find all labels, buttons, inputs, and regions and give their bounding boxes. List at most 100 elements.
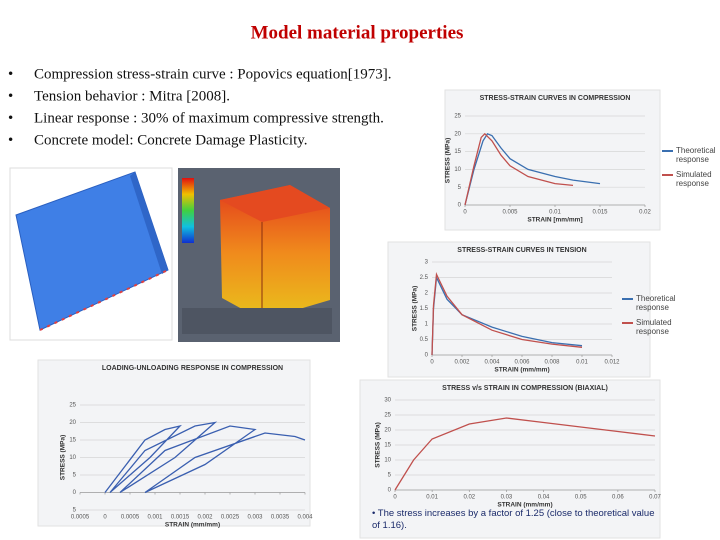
fe-contour-image [178, 168, 340, 342]
x-tick-label: 0.02 [639, 210, 651, 216]
chart: STRESS v/s STRAIN IN COMPRESSION (BIAXIA… [359, 379, 661, 539]
y-tick-label: 1.5 [420, 306, 429, 312]
x-tick-label: 0.0025 [221, 515, 240, 521]
chart-title: STRESS-STRAIN CURVES IN TENSION [457, 247, 586, 254]
y-axis-label: STRESS (MPa) [412, 286, 419, 332]
y-tick-label: 2.5 [420, 275, 429, 281]
x-tick-label: 0.008 [544, 360, 560, 366]
legend-swatch [622, 322, 633, 324]
series-line [394, 417, 656, 491]
x-tick-label: 0.001 [147, 515, 163, 521]
x-tick-label: 0.01 [576, 360, 588, 366]
fe-mesh-image [9, 167, 173, 341]
x-axis-label: STRAIN (mm/mm) [497, 502, 552, 509]
x-tick-label: 0.005 [502, 210, 518, 216]
bullet: • [8, 110, 13, 126]
x-tick-label: 0.03 [501, 495, 513, 501]
y-tick-label: 5 [73, 473, 77, 479]
legend-item: Simulated response [622, 318, 678, 336]
x-tick-label: 0.0015 [171, 515, 190, 521]
chart-background [37, 359, 311, 527]
chart-background [359, 379, 661, 539]
y-tick-label: 0 [425, 353, 429, 359]
x-tick-label: 0.01 [549, 210, 561, 216]
note-text: The stress increases by a factor of 1.25… [372, 508, 655, 531]
x-tick-label: 0.06 [612, 495, 624, 501]
x-tick-label: 0.002 [197, 515, 213, 521]
x-tick-label: 0.0005 [71, 515, 90, 521]
x-tick-label: 0 [463, 210, 467, 216]
legend-label: Simulated response [676, 170, 712, 188]
series-line [104, 421, 306, 494]
y-tick-label: 2 [425, 291, 429, 297]
legend-label: Theoretical response [636, 294, 676, 312]
legend-label: Theoretical response [676, 146, 716, 164]
y-tick-label: 20 [69, 420, 76, 426]
series-line [464, 132, 601, 206]
x-tick-label: 0.004 [297, 515, 313, 521]
slide-title: Model material properties [251, 22, 464, 43]
x-tick-label: 0 [103, 515, 107, 521]
y-axis-label: STRESS (MPa) [60, 435, 67, 481]
bullet-list: • Compression stress-strain curve : Popo… [8, 66, 391, 148]
y-tick-label: 10 [454, 167, 461, 173]
x-tick-label: 0.01 [426, 495, 438, 501]
bullet: • [8, 66, 13, 82]
bullet: • [8, 88, 13, 104]
x-tick-label: 0 [393, 495, 397, 501]
bullet: • [8, 132, 13, 148]
chart-title: STRESS v/s STRAIN IN COMPRESSION (BIAXIA… [442, 385, 608, 392]
y-tick-label: 25 [454, 114, 461, 120]
y-axis-label: STRESS (MPa) [445, 138, 452, 184]
x-tick-label: 0.04 [538, 495, 550, 501]
x-tick-label: 0 [430, 360, 434, 366]
y-tick-label: 1 [425, 322, 429, 328]
x-axis-label: STRAIN [mm/mm] [527, 217, 582, 224]
series-line [464, 132, 574, 206]
x-tick-label: 0.0005 [121, 515, 140, 521]
y-tick-label: 5 [388, 473, 392, 479]
x-tick-label: 0.004 [484, 360, 500, 366]
y-tick-label: 30 [384, 398, 391, 404]
legend-item: Theoretical response [622, 294, 678, 312]
y-tick-label: 0 [73, 490, 77, 496]
x-tick-label: 0.0035 [271, 515, 290, 521]
legend-swatch [662, 174, 673, 176]
y-tick-label: 20 [384, 428, 391, 434]
x-tick-label: 0.02 [463, 495, 475, 501]
y-tick-label: 15 [454, 149, 461, 155]
bullet-text: Tension behavior : Mitra [2008]. [34, 88, 230, 104]
chart: STRESS-STRAIN CURVES IN TENSION 0 0.5 1 1.5 2… [387, 241, 651, 378]
y-tick-label: 15 [384, 443, 391, 449]
legend-swatch [662, 150, 673, 152]
legend-swatch [622, 298, 633, 300]
y-tick-label: 10 [384, 458, 391, 464]
y-tick-label: 25 [69, 403, 76, 409]
y-tick-label: 3 [425, 260, 429, 266]
chart-title: LOADING-UNLOADING RESPONSE IN COMPRESSIO… [102, 365, 283, 372]
y-axis-label: STRESS (MPa) [375, 422, 382, 468]
x-tick-label: 0.002 [454, 360, 470, 366]
y-tick-label: 5 [73, 508, 77, 514]
y-tick-label: 25 [384, 413, 391, 419]
x-tick-label: 0.015 [592, 210, 608, 216]
y-tick-label: 20 [454, 131, 461, 137]
legend-item: Theoretical response [662, 146, 718, 164]
y-tick-label: 5 [458, 185, 462, 191]
y-tick-label: 15 [69, 438, 76, 444]
y-tick-label: 0 [388, 488, 392, 494]
x-tick-label: 0.012 [604, 360, 620, 366]
chart-background [444, 89, 661, 231]
bullet-text: Compression stress-strain curve : Popovi… [34, 66, 391, 82]
bullet-text: Linear response : 30% of maximum compres… [34, 110, 384, 126]
legend: Theoretical response Simulated response [622, 294, 678, 342]
chart-note: • The stress increases by a factor of 1.… [372, 508, 655, 531]
chart-title: STRESS-STRAIN CURVES IN COMPRESSION [480, 95, 631, 102]
x-tick-label: 0.003 [247, 515, 263, 521]
legend: Theoretical response Simulated response [662, 146, 718, 194]
chart: LOADING-UNLOADING RESPONSE IN COMPRESSIO… [37, 359, 313, 529]
series-line [431, 272, 583, 356]
x-tick-label: 0.006 [514, 360, 530, 366]
